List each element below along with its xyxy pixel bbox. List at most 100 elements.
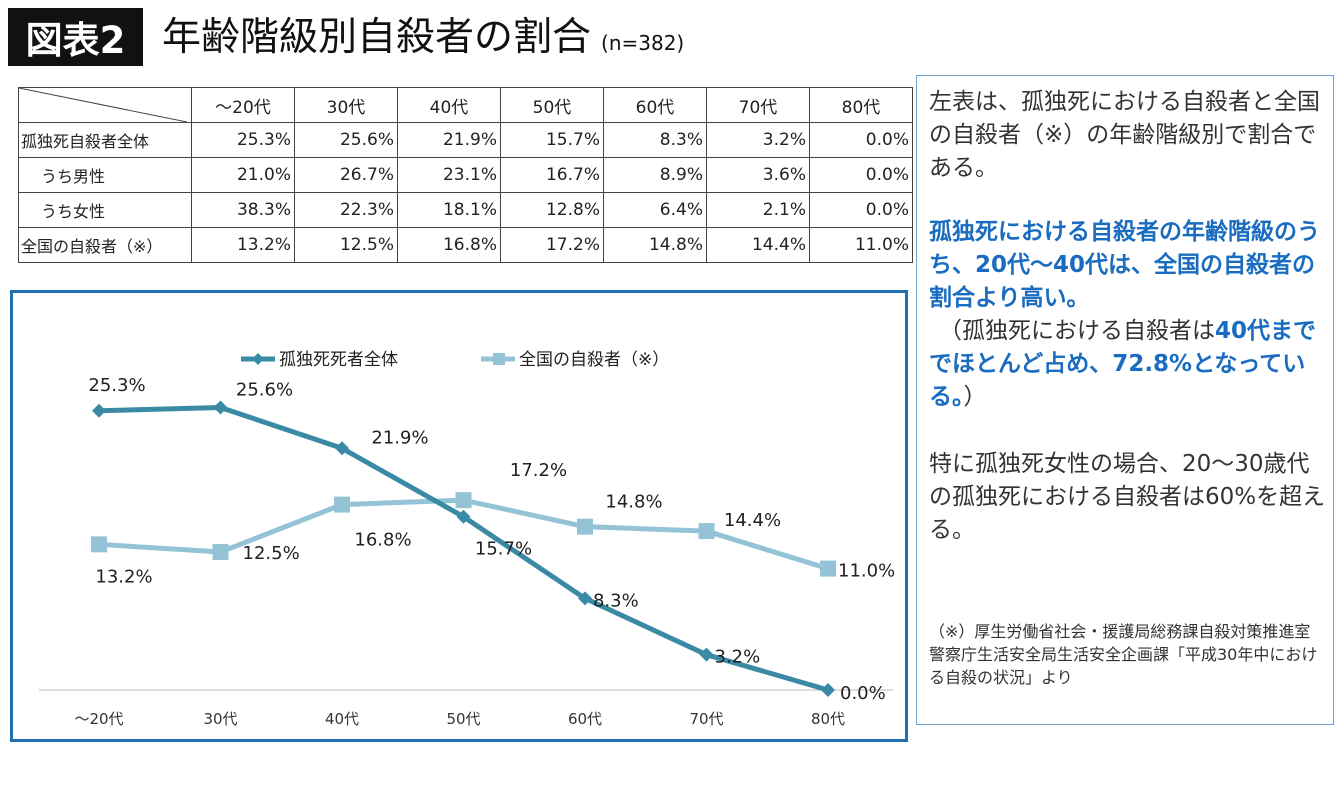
table-cell: 0.0%: [809, 192, 913, 228]
x-tick-label: 80代: [811, 710, 845, 728]
x-tick-label: 30代: [203, 710, 237, 728]
note-highlight: 孤独死における自殺者の年齢階級のうち、20代～40代は、全国の自殺者の割合より高…: [929, 219, 1320, 311]
table-cell: 38.3%: [191, 192, 295, 228]
table-cell: 3.6%: [706, 157, 810, 193]
table-cell: 6.4%: [603, 192, 707, 228]
data-point: [213, 400, 228, 415]
table-cell: 14.8%: [603, 227, 707, 263]
x-tick-label: 70代: [689, 710, 723, 728]
data-label: 0.0%: [840, 683, 886, 704]
data-point: [335, 441, 349, 456]
data-label: 11.0%: [838, 561, 895, 582]
line-chart-panel: ～20代 30代 40代 50代 60代 70代 80代 孤独死死者全体 全国の自殺者（※） 25…: [10, 290, 908, 742]
data-label: 25.3%: [88, 375, 145, 396]
data-point: [456, 509, 471, 524]
data-label: 16.8%: [354, 530, 411, 551]
table-cell: 16.7%: [500, 157, 604, 193]
table-cell: 11.0%: [809, 227, 913, 263]
table-cell: 26.7%: [294, 157, 398, 193]
data-point: [820, 560, 836, 577]
row-label: うち男性: [18, 157, 192, 193]
note-detail-b: 40代まででほとんど占め、72.8%となっている。: [929, 318, 1317, 410]
table-cell: 12.8%: [500, 192, 604, 228]
figure-badge: 図表2: [8, 8, 143, 66]
data-point: [455, 492, 472, 509]
table-row: うち男性 21.0% 26.7% 23.1% 16.7% 8.9% 3.6% 0…: [18, 157, 913, 193]
data-point: [212, 544, 229, 561]
table-row: うち女性 38.3% 22.3% 18.1% 12.8% 6.4% 2.1% 0…: [18, 192, 913, 228]
legend-label: 全国の自殺者（※）: [519, 350, 669, 370]
table-cell: 3.2%: [706, 122, 810, 158]
data-table: ～20代 30代 40代 50代 60代 70代 80代 孤独死自殺者全体 25…: [18, 87, 913, 263]
col-header: 60代: [603, 87, 707, 123]
data-point: [577, 518, 593, 535]
data-label: 3.2%: [715, 647, 761, 668]
col-header: 80代: [809, 87, 913, 123]
data-label: 21.9%: [371, 427, 428, 448]
note-detail-c: ）: [963, 384, 987, 410]
table-cell: 25.3%: [191, 122, 295, 158]
col-header: 70代: [706, 87, 810, 123]
note-women: 特に孤独死女性の場合、20～30歳代の孤独死における自殺者は60%を超える。: [929, 451, 1326, 543]
row-label: 全国の自殺者（※）: [18, 227, 192, 263]
table-cell: 8.9%: [603, 157, 707, 193]
sample-size: (n=382): [601, 31, 685, 55]
table-cell: 15.7%: [500, 122, 604, 158]
row-label: うち女性: [18, 192, 192, 228]
note-detail: （孤独死における自殺者は40代まででほとんど占め、72.8%となっている。）: [929, 315, 1329, 414]
table-cell: 0.0%: [809, 157, 913, 193]
title-text: 年齢階級別自殺者の割合: [162, 15, 592, 60]
x-tick-label: ～20代: [74, 710, 123, 728]
table-cell: 25.6%: [294, 122, 398, 158]
table-cell: 21.9%: [397, 122, 501, 158]
data-point: [699, 647, 714, 662]
table-corner: [18, 87, 192, 123]
data-label: 14.8%: [605, 492, 662, 513]
table-cell: 8.3%: [603, 122, 707, 158]
col-header: 30代: [294, 87, 398, 123]
col-header: ～20代: [191, 87, 295, 123]
data-point: [91, 536, 107, 553]
table-cell: 13.2%: [191, 227, 295, 263]
page-title: 年齢階級別自殺者の割合 (n=382): [162, 6, 684, 66]
note-source: （※）厚生労働省社会・援護局総務課自殺対策推進室 警察庁生活安全局生活安全企画課…: [929, 622, 1318, 687]
data-label: 8.3%: [593, 590, 639, 611]
table-cell: 2.1%: [706, 192, 810, 228]
table-row: 孤独死自殺者全体 25.3% 25.6% 21.9% 15.7% 8.3% 3.…: [18, 122, 913, 158]
data-label: 14.4%: [724, 510, 781, 531]
data-point: [578, 591, 592, 606]
col-header: 50代: [500, 87, 604, 123]
table-cell: 23.1%: [397, 157, 501, 193]
table-cell: 22.3%: [294, 192, 398, 228]
table-cell: 0.0%: [809, 122, 913, 158]
line-chart: ～20代 30代 40代 50代 60代 70代 80代 孤独死死者全体 全国の自殺者（※） 25…: [39, 350, 895, 728]
x-tick-label: 60代: [568, 710, 602, 728]
table-cell: 17.2%: [500, 227, 604, 263]
table-cell: 16.8%: [397, 227, 501, 263]
table-cell: 18.1%: [397, 192, 501, 228]
legend-marker: [493, 353, 505, 365]
col-header: 40代: [397, 87, 501, 123]
data-label: 13.2%: [95, 566, 152, 587]
table-cell: 12.5%: [294, 227, 398, 263]
data-point: [92, 403, 106, 418]
data-point: [698, 523, 715, 540]
table-cell: 21.0%: [191, 157, 295, 193]
corner-diagonal: [19, 88, 187, 122]
table-row: 全国の自殺者（※） 13.2% 12.5% 16.8% 17.2% 14.8% …: [18, 227, 913, 263]
table-cell: 14.4%: [706, 227, 810, 263]
data-point: [334, 496, 350, 513]
legend-marker: [252, 353, 264, 365]
table-header-row: ～20代 30代 40代 50代 60代 70代 80代: [18, 87, 913, 123]
x-tick-label: 50代: [446, 710, 480, 728]
x-tick-label: 40代: [325, 710, 359, 728]
note-intro: 左表は、孤独死における自殺者と全国の自殺者（※）の年齢階級別で割合である。: [929, 89, 1320, 181]
legend-label: 孤独死死者全体: [279, 350, 398, 370]
row-label: 孤独死自殺者全体: [18, 122, 192, 158]
data-label: 12.5%: [243, 543, 300, 564]
data-label: 15.7%: [475, 539, 532, 560]
data-label: 17.2%: [510, 460, 567, 481]
data-point: [821, 683, 835, 697]
data-label: 25.6%: [236, 379, 293, 400]
note-detail-a: （孤独死における自殺者は: [939, 318, 1215, 344]
